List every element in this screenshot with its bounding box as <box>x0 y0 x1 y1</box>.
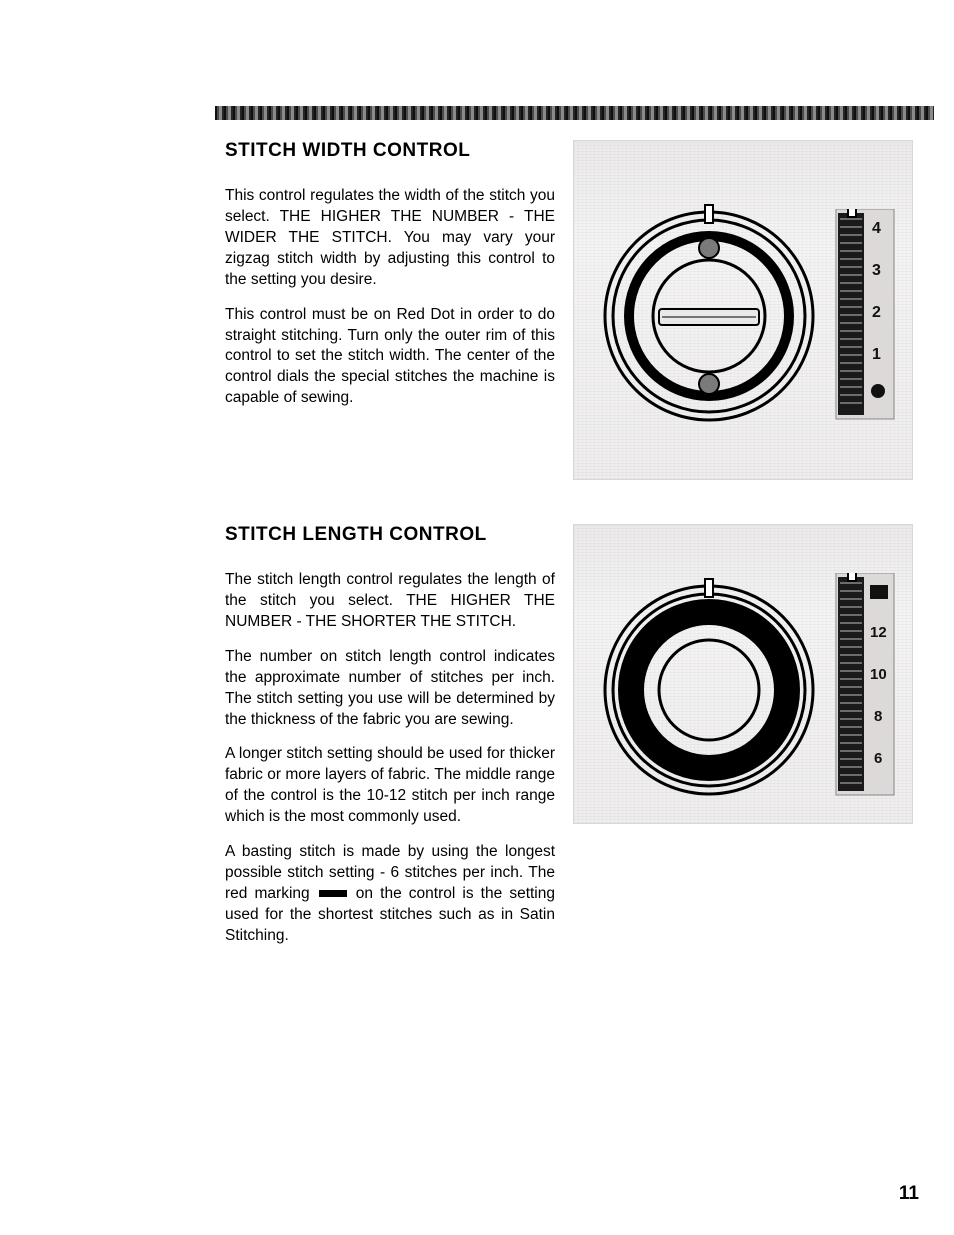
page-number: 11 <box>899 1183 919 1205</box>
paragraph: This control regulates the width of the … <box>225 186 555 291</box>
scale-red-dot-icon <box>871 384 885 398</box>
scale-label: 1 <box>872 346 881 363</box>
stitch-width-figure: 4 3 2 1 <box>573 140 913 480</box>
section-heading: STITCH LENGTH CONTROL <box>225 524 555 546</box>
scale-label: 4 <box>872 220 881 237</box>
scale-label: 2 <box>872 304 881 321</box>
scale-red-mark-icon <box>870 585 888 599</box>
section-stitch-length: STITCH LENGTH CONTROL The stitch length … <box>225 524 924 947</box>
text-column: STITCH WIDTH CONTROL This control regula… <box>225 140 555 409</box>
stitch-length-figure: 12 10 8 6 <box>573 524 913 824</box>
scale-label: 8 <box>874 708 882 725</box>
manual-page: STITCH WIDTH CONTROL This control regula… <box>0 0 954 1235</box>
paragraph: This control must be on Red Dot in order… <box>225 305 555 410</box>
scale-label: 3 <box>872 262 881 279</box>
section-stitch-width: STITCH WIDTH CONTROL This control regula… <box>225 140 924 480</box>
stitch-length-dial-icon <box>594 575 824 805</box>
scale-label: 12 <box>870 624 887 641</box>
section-heading: STITCH WIDTH CONTROL <box>225 140 555 162</box>
paragraph: The number on stitch length control indi… <box>225 647 555 731</box>
header-divider <box>215 106 934 120</box>
scale-label: 6 <box>874 750 882 767</box>
stitch-width-dial-icon <box>594 201 824 431</box>
stitch-width-scale-icon: 4 3 2 1 <box>830 209 900 429</box>
stitch-length-scale-icon: 12 10 8 6 <box>830 573 900 803</box>
paragraph: The stitch length control regulates the … <box>225 570 555 633</box>
text-column: STITCH LENGTH CONTROL The stitch length … <box>225 524 555 947</box>
red-marking-icon <box>319 890 347 897</box>
paragraph: A longer stitch setting should be used f… <box>225 744 555 828</box>
scale-label: 10 <box>870 666 887 683</box>
content-column: STITCH WIDTH CONTROL This control regula… <box>225 140 924 947</box>
paragraph: A basting stitch is made by using the lo… <box>225 842 555 947</box>
